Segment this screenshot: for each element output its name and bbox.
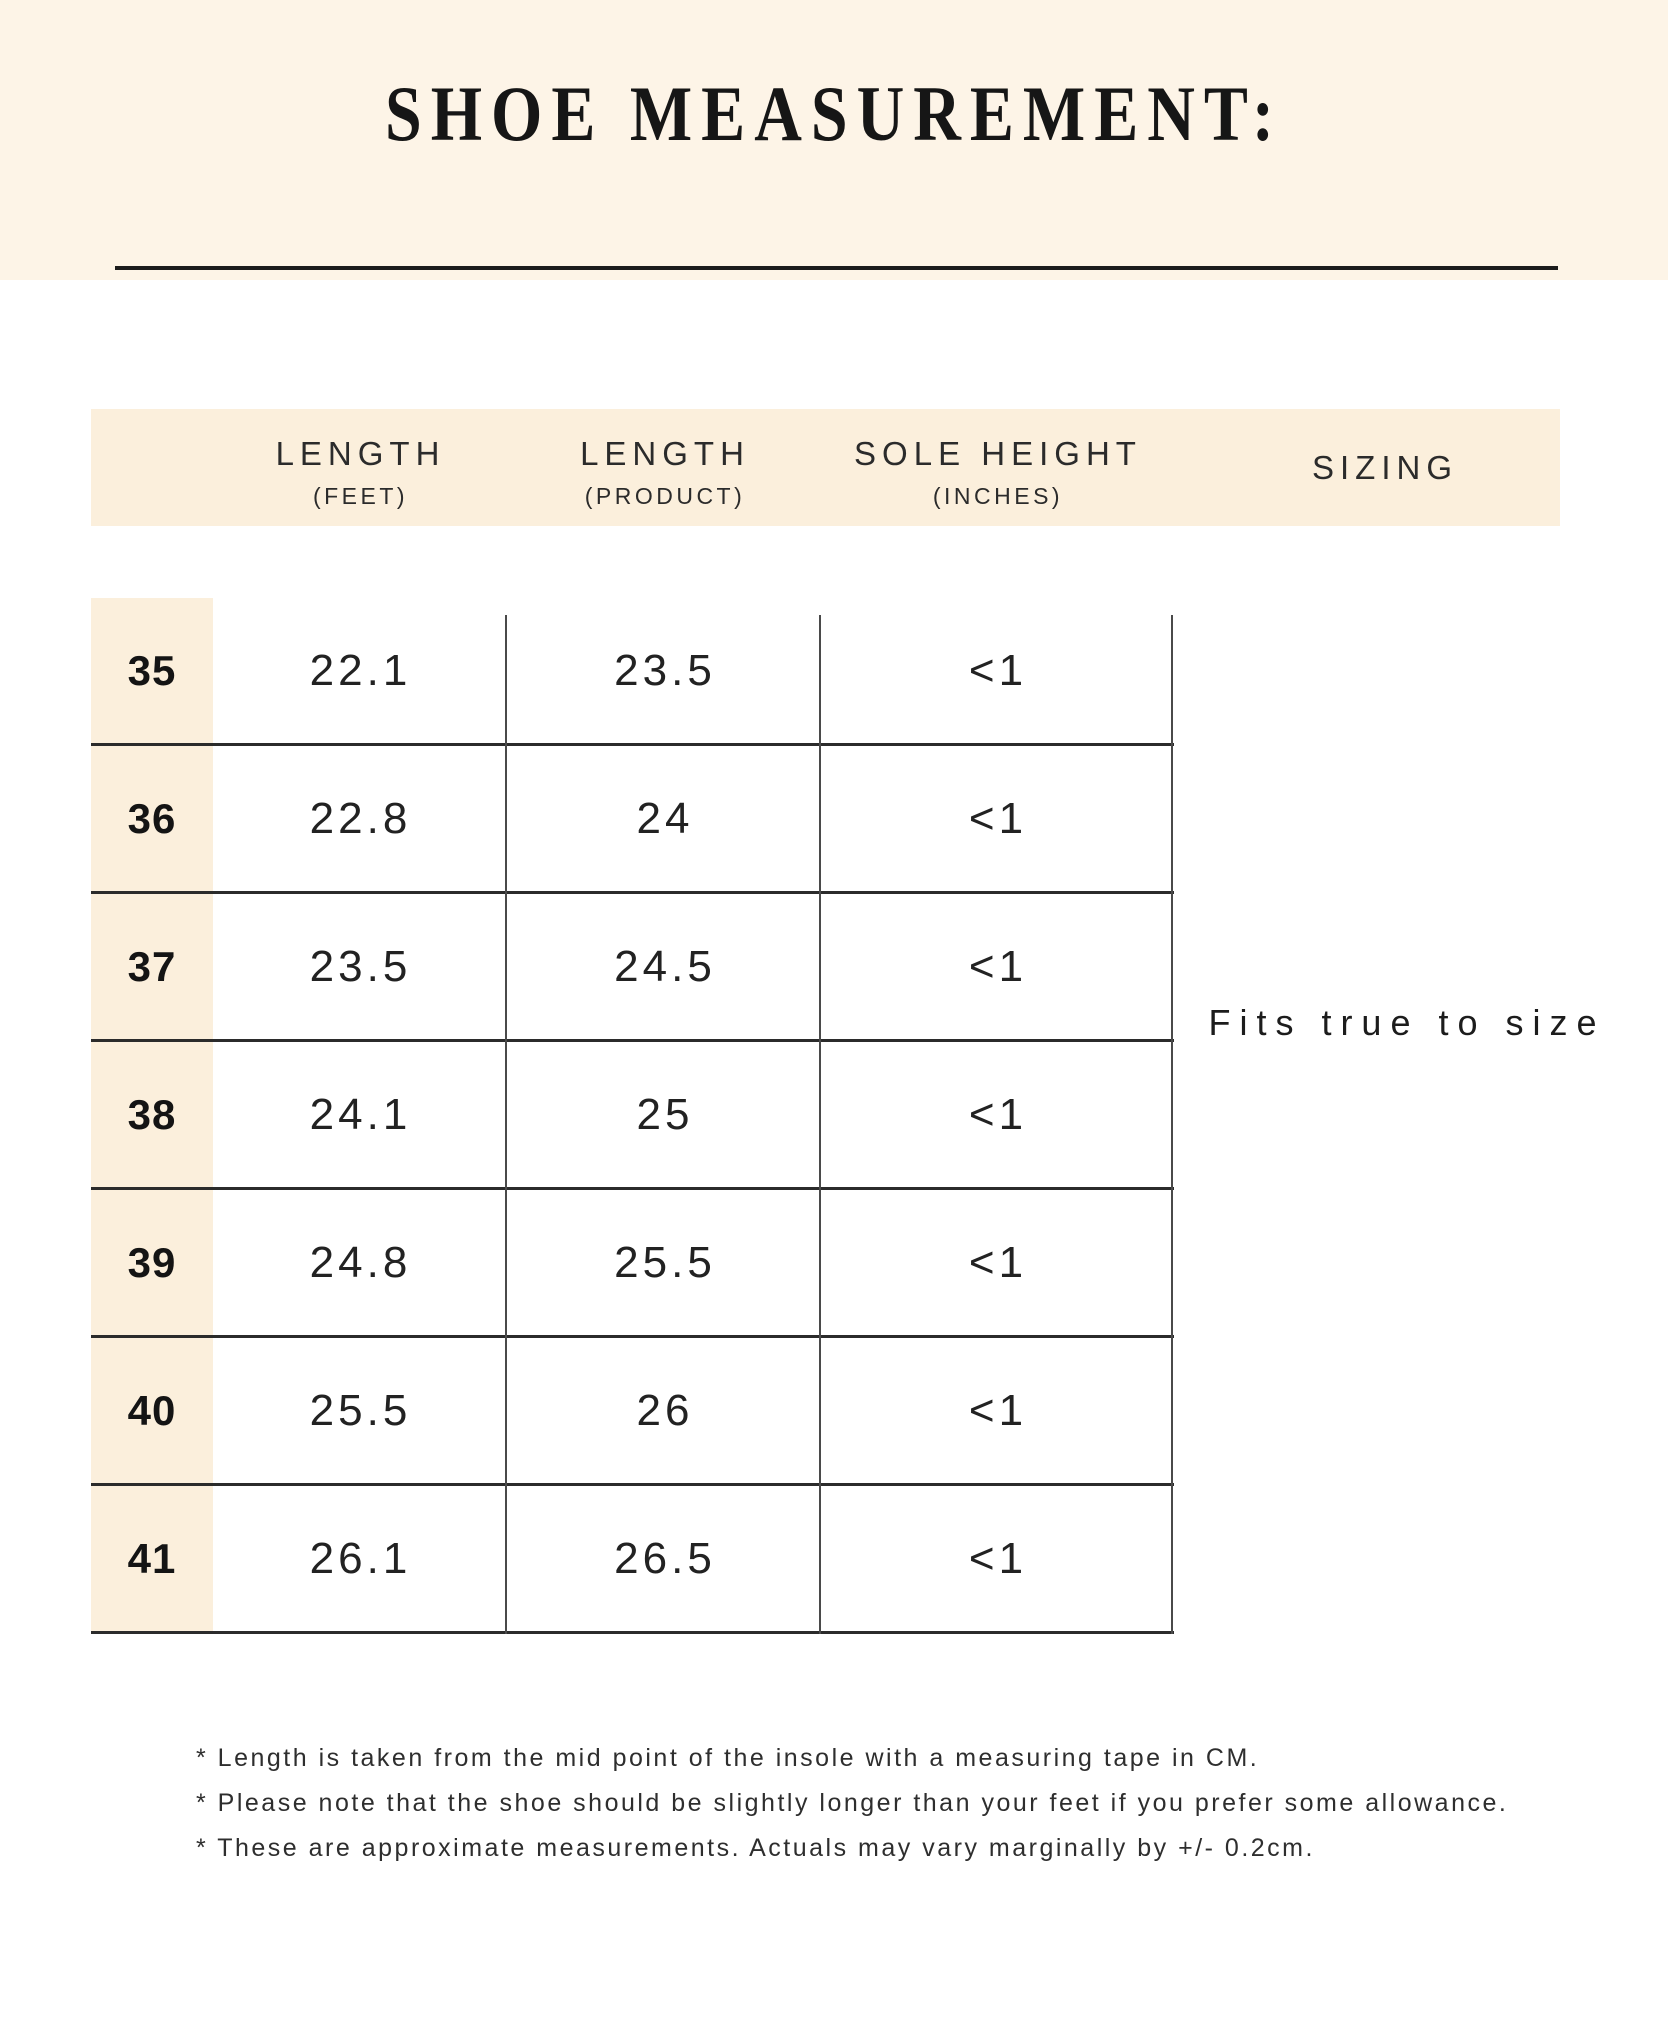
sole-height-cell: <1 (968, 941, 1028, 991)
size-cell: 39 (127, 1238, 177, 1286)
title-band: SHOE MEASUREMENT: (0, 0, 1668, 280)
header-sole-height-sub: (INCHES) (932, 483, 1064, 509)
sole-height-cell: <1 (968, 1237, 1028, 1287)
header-sole-height: SOLE HEIGHT (INCHES) (822, 409, 1174, 526)
length-feet-cell: 24.8 (309, 1237, 412, 1287)
table-row: 38 24.1 25 <1 (91, 1042, 1174, 1190)
sole-height-cell: <1 (968, 645, 1028, 695)
sizing-note: Fits true to size (1208, 1002, 1606, 1043)
header-size-column-spacer (91, 409, 213, 526)
sole-height-cell: <1 (968, 793, 1028, 843)
header-length-product-sub: (PRODUCT) (584, 483, 746, 509)
table-row: 40 25.5 26 <1 (91, 1338, 1174, 1486)
column-divider-line (819, 615, 821, 1634)
size-cell: 36 (127, 794, 177, 842)
header-sizing-label: SIZING (1311, 448, 1458, 486)
footnote-line: * These are approximate measurements. Ac… (196, 1834, 1315, 1862)
table-row: 41 26.1 26.5 <1 (91, 1486, 1174, 1634)
size-column-strip (91, 598, 213, 1634)
table-row: 37 23.5 24.5 <1 (91, 894, 1174, 1042)
header-length-product: LENGTH (PRODUCT) (508, 409, 822, 526)
length-product-cell: 24.5 (614, 941, 716, 991)
size-cell: 40 (127, 1386, 177, 1434)
table-row: 36 22.8 24 <1 (91, 746, 1174, 894)
footnote-line: * Please note that the shoe should be sl… (196, 1789, 1509, 1817)
length-product-cell: 23.5 (614, 645, 716, 695)
length-feet-cell: 22.8 (309, 793, 412, 843)
table-row: 39 24.8 25.5 <1 (91, 1190, 1174, 1338)
length-feet-cell: 22.1 (309, 645, 412, 695)
length-feet-cell: 24.1 (309, 1089, 412, 1139)
table-right-border-line (1171, 615, 1173, 1634)
length-product-cell: 24 (636, 793, 694, 843)
footnote-line: * Length is taken from the mid point of … (196, 1744, 1260, 1772)
title-underline-rule (115, 266, 1558, 270)
table-body: 35 22.1 23.5 <1 36 22.8 24 <1 37 23.5 24… (91, 598, 1174, 1634)
table-row: 35 22.1 23.5 <1 (91, 598, 1174, 746)
header-sole-height-label: SOLE HEIGHT (854, 435, 1142, 472)
footnotes: * Length is taken from the mid point of … (196, 1736, 1616, 1871)
size-cell: 35 (127, 646, 177, 694)
length-product-cell: 26.5 (614, 1533, 716, 1583)
length-feet-cell: 26.1 (309, 1533, 412, 1583)
length-product-cell: 25 (636, 1089, 694, 1139)
table-header-band: LENGTH (FEET) LENGTH (PRODUCT) SOLE HEIG… (91, 409, 1560, 526)
header-length-feet: LENGTH (FEET) (213, 409, 508, 526)
length-product-cell: 26 (636, 1385, 694, 1435)
page-title: SHOE MEASUREMENT: (384, 71, 1283, 158)
header-length-feet-sub: (FEET) (312, 483, 409, 509)
size-cell: 37 (127, 942, 177, 990)
sole-height-cell: <1 (968, 1089, 1028, 1139)
sole-height-cell: <1 (968, 1385, 1028, 1435)
length-product-cell: 25.5 (614, 1237, 716, 1287)
column-divider-line (505, 615, 507, 1634)
header-length-feet-label: LENGTH (275, 435, 446, 472)
sole-height-cell: <1 (968, 1533, 1028, 1583)
size-cell: 41 (127, 1534, 177, 1582)
header-sizing: SIZING (1174, 409, 1560, 526)
length-feet-cell: 23.5 (309, 941, 412, 991)
length-feet-cell: 25.5 (309, 1385, 412, 1435)
header-length-product-label: LENGTH (580, 435, 750, 472)
size-cell: 38 (127, 1090, 177, 1138)
